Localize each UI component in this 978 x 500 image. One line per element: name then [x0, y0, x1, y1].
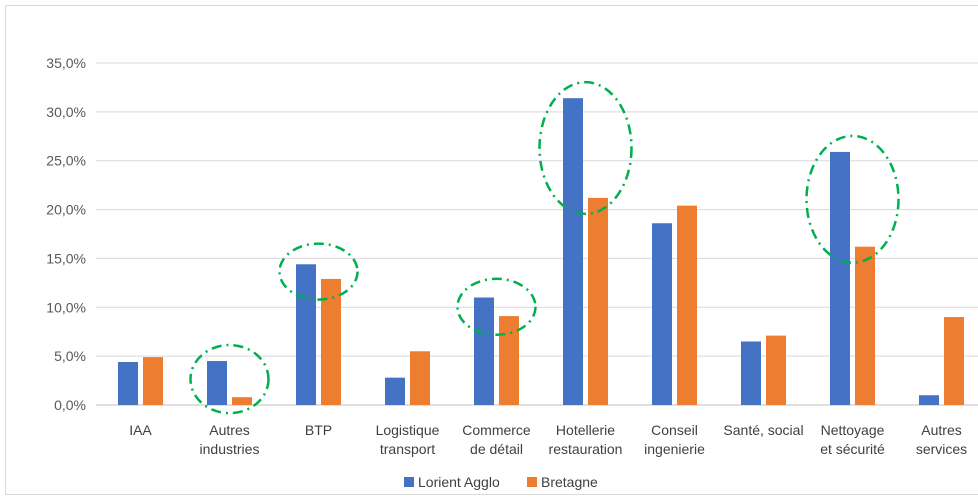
bar-bretagne: [143, 357, 163, 405]
legend-label: Lorient Agglo: [418, 474, 500, 490]
legend: Lorient Agglo Bretagne: [404, 474, 598, 490]
x-tick-label: BTP: [305, 422, 332, 438]
bar-bretagne: [321, 278, 341, 405]
y-tick-label: 10,0%: [46, 299, 86, 315]
x-axis-labels: IAA Autres industries BTP Logistique transpor…: [129, 422, 967, 457]
bar-lorient-agglo: [474, 297, 494, 405]
bar-lorient-agglo: [563, 98, 583, 406]
legend-swatch: [404, 477, 414, 487]
highlight-ellipse: [805, 134, 900, 264]
x-tick-label: Nettoyage et sécurité: [820, 422, 885, 457]
x-tick-label: Conseil ingenierie: [644, 422, 705, 457]
bar-lorient-agglo: [207, 361, 227, 405]
bar-lorient-agglo: [919, 395, 939, 405]
bar-lorient-agglo: [296, 264, 316, 405]
x-tick-label: Autres services: [916, 422, 967, 457]
x-tick-label: Santé, social: [723, 422, 803, 438]
highlight-ellipse: [538, 80, 633, 216]
bars: [118, 98, 964, 406]
bar-bretagne: [232, 397, 252, 405]
bar-lorient-agglo: [385, 377, 405, 405]
y-tick-label: 15,0%: [46, 250, 86, 266]
x-tick-label: Logistique transport: [376, 422, 440, 457]
legend-label: Bretagne: [541, 474, 598, 490]
chart-border: [5, 5, 978, 495]
highlight-circles: [189, 80, 900, 415]
y-tick-label: 5,0%: [54, 348, 86, 364]
x-tick-label: Autres industries: [200, 422, 260, 457]
bar-bretagne: [588, 197, 608, 405]
y-tick-label: 30,0%: [46, 104, 86, 120]
x-tick-label: IAA: [129, 422, 152, 438]
highlight-ellipse: [278, 242, 359, 301]
bar-lorient-agglo: [830, 151, 850, 405]
bar-bretagne: [766, 335, 786, 405]
bar-bretagne: [499, 316, 519, 405]
highlight-ellipse: [189, 343, 270, 415]
bar-lorient-agglo: [118, 362, 138, 405]
bar-lorient-agglo: [652, 223, 672, 405]
bar-bretagne: [944, 317, 964, 405]
x-tick-label: Commerce de détail: [462, 422, 531, 457]
highlight-ellipse: [456, 277, 537, 337]
x-tick-label: Hotellerie restauration: [549, 422, 623, 457]
y-tick-label: 0,0%: [54, 397, 86, 413]
bar-lorient-agglo: [741, 341, 761, 405]
bar-bretagne: [855, 246, 875, 405]
bar-bretagne: [410, 351, 430, 405]
legend-swatch: [527, 477, 537, 487]
y-axis-ticks: 0,0% 5,0% 10,0% 15,0% 20,0% 25,0% 30,0% 35,0%: [46, 55, 86, 413]
y-tick-label: 20,0%: [46, 202, 86, 218]
y-tick-label: 25,0%: [46, 153, 86, 169]
y-tick-label: 35,0%: [46, 55, 86, 71]
bar-bretagne: [677, 205, 697, 405]
